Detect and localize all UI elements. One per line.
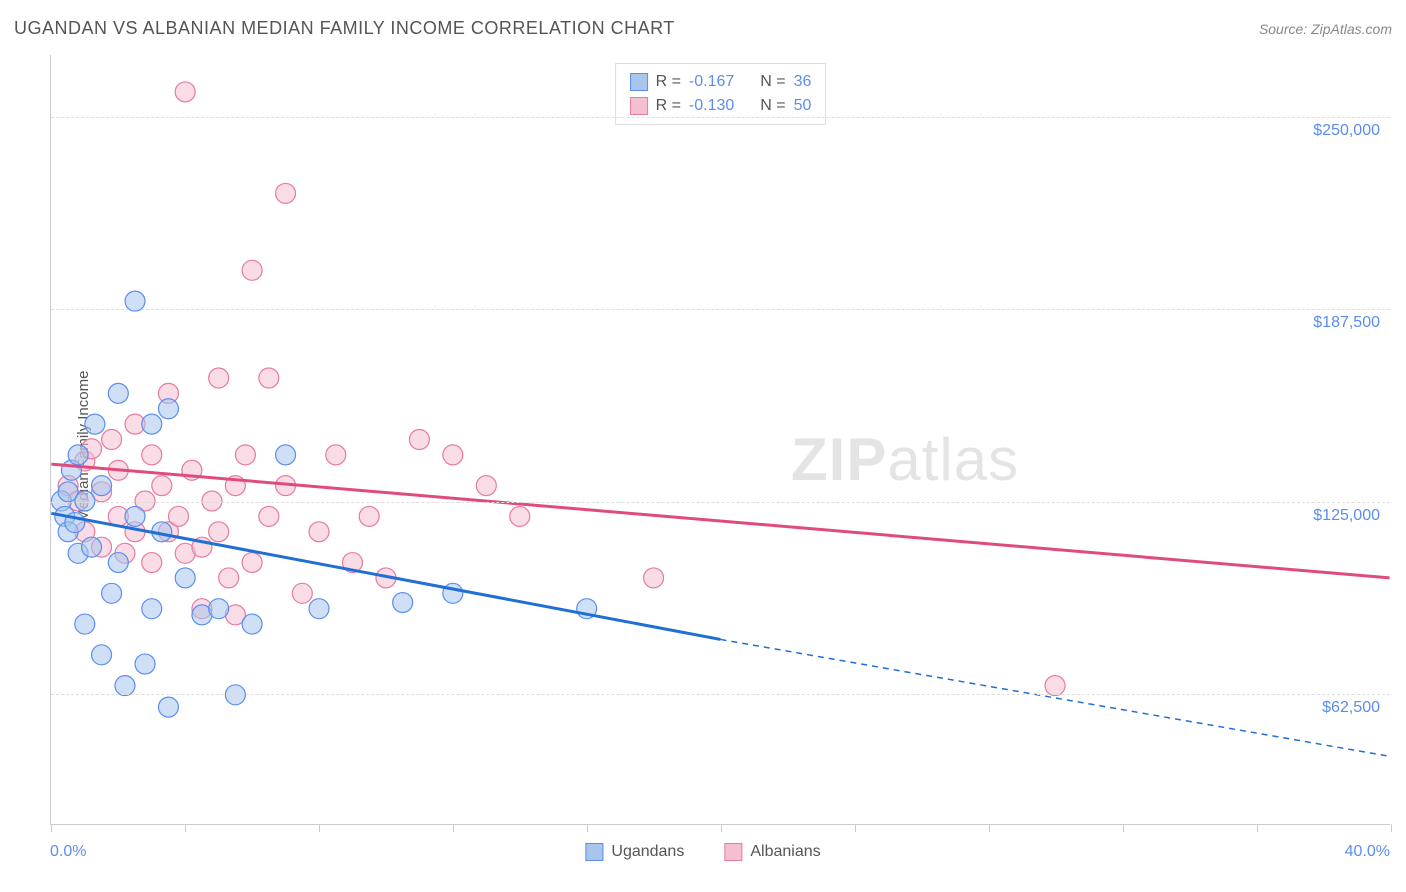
title-bar: UGANDAN VS ALBANIAN MEDIAN FAMILY INCOME… (14, 18, 1392, 39)
x-axis-max-label: 40.0% (1345, 843, 1390, 861)
data-point (259, 368, 279, 388)
data-point (102, 430, 122, 450)
n-label: N = (760, 70, 785, 94)
data-point (242, 553, 262, 573)
r-value-1: -0.167 (689, 70, 734, 94)
data-point (142, 599, 162, 619)
data-point (476, 476, 496, 496)
data-point (309, 522, 329, 542)
data-point (292, 583, 312, 603)
data-point (142, 414, 162, 434)
plot-svg (51, 55, 1390, 824)
gridline (51, 502, 1390, 503)
data-point (242, 260, 262, 280)
data-point (326, 445, 346, 465)
gridline (51, 117, 1390, 118)
swatch-ugandans-icon (630, 73, 648, 91)
data-point (644, 568, 664, 588)
data-point (92, 645, 112, 665)
y-tick-label: $62,500 (1322, 699, 1380, 717)
data-point (1045, 676, 1065, 696)
legend-label-albanians: Albanians (750, 843, 820, 861)
data-point (82, 537, 102, 557)
chart-title: UGANDAN VS ALBANIAN MEDIAN FAMILY INCOME… (14, 18, 675, 39)
data-point (152, 476, 172, 496)
y-tick-label: $125,000 (1313, 507, 1380, 525)
data-point (443, 445, 463, 465)
data-point (135, 654, 155, 674)
data-point (235, 445, 255, 465)
chart-container: UGANDAN VS ALBANIAN MEDIAN FAMILY INCOME… (0, 0, 1406, 892)
data-point (209, 368, 229, 388)
legend-label-ugandans: Ugandans (611, 843, 684, 861)
x-tick (185, 824, 186, 832)
data-point (219, 568, 239, 588)
data-point (142, 553, 162, 573)
data-point (393, 593, 413, 613)
x-axis-min-label: 0.0% (50, 843, 86, 861)
r-label: R = (656, 70, 681, 94)
data-point (175, 82, 195, 102)
data-point (209, 599, 229, 619)
data-point (115, 676, 135, 696)
data-point (359, 506, 379, 526)
data-point (510, 506, 530, 526)
data-point (158, 399, 178, 419)
data-point (242, 614, 262, 634)
plot-area: ZIPatlas R = -0.167 N = 36 R = -0.130 N … (50, 55, 1390, 825)
n-label-2: N = (760, 94, 785, 118)
swatch-albanians-bottom-icon (724, 843, 742, 861)
data-point (309, 599, 329, 619)
data-point (209, 522, 229, 542)
data-point (108, 553, 128, 573)
data-point (108, 383, 128, 403)
x-tick (587, 824, 588, 832)
x-tick (1391, 824, 1392, 832)
data-point (125, 506, 145, 526)
data-point (175, 568, 195, 588)
x-tick (855, 824, 856, 832)
swatch-ugandans-bottom-icon (585, 843, 603, 861)
data-point (409, 430, 429, 450)
r-label-2: R = (656, 94, 681, 118)
data-point (158, 697, 178, 717)
x-tick (319, 824, 320, 832)
x-tick (1123, 824, 1124, 832)
series-legend: Ugandans Albanians (585, 843, 820, 861)
n-value-2: 50 (794, 94, 812, 118)
data-point (102, 583, 122, 603)
legend-item-albanians: Albanians (724, 843, 820, 861)
swatch-albanians-icon (630, 97, 648, 115)
data-point (259, 506, 279, 526)
data-point (92, 476, 112, 496)
r-value-2: -0.130 (689, 94, 734, 118)
source-label: Source: ZipAtlas.com (1259, 21, 1392, 37)
regression-line-ugandans-dashed (721, 639, 1390, 756)
data-point (276, 183, 296, 203)
x-tick (51, 824, 52, 832)
data-point (68, 445, 88, 465)
data-point (75, 614, 95, 634)
legend-item-ugandans: Ugandans (585, 843, 684, 861)
data-point (85, 414, 105, 434)
data-point (125, 291, 145, 311)
x-tick (1257, 824, 1258, 832)
x-tick (453, 824, 454, 832)
data-point (276, 445, 296, 465)
x-tick (721, 824, 722, 832)
y-tick-label: $187,500 (1313, 314, 1380, 332)
gridline (51, 309, 1390, 310)
y-tick-label: $250,000 (1313, 122, 1380, 140)
data-point (142, 445, 162, 465)
correlation-row-1: R = -0.167 N = 36 (630, 70, 812, 94)
gridline (51, 694, 1390, 695)
data-point (169, 506, 189, 526)
n-value-1: 36 (794, 70, 812, 94)
correlation-row-2: R = -0.130 N = 50 (630, 94, 812, 118)
regression-line-ugandans (51, 513, 720, 639)
x-tick (989, 824, 990, 832)
